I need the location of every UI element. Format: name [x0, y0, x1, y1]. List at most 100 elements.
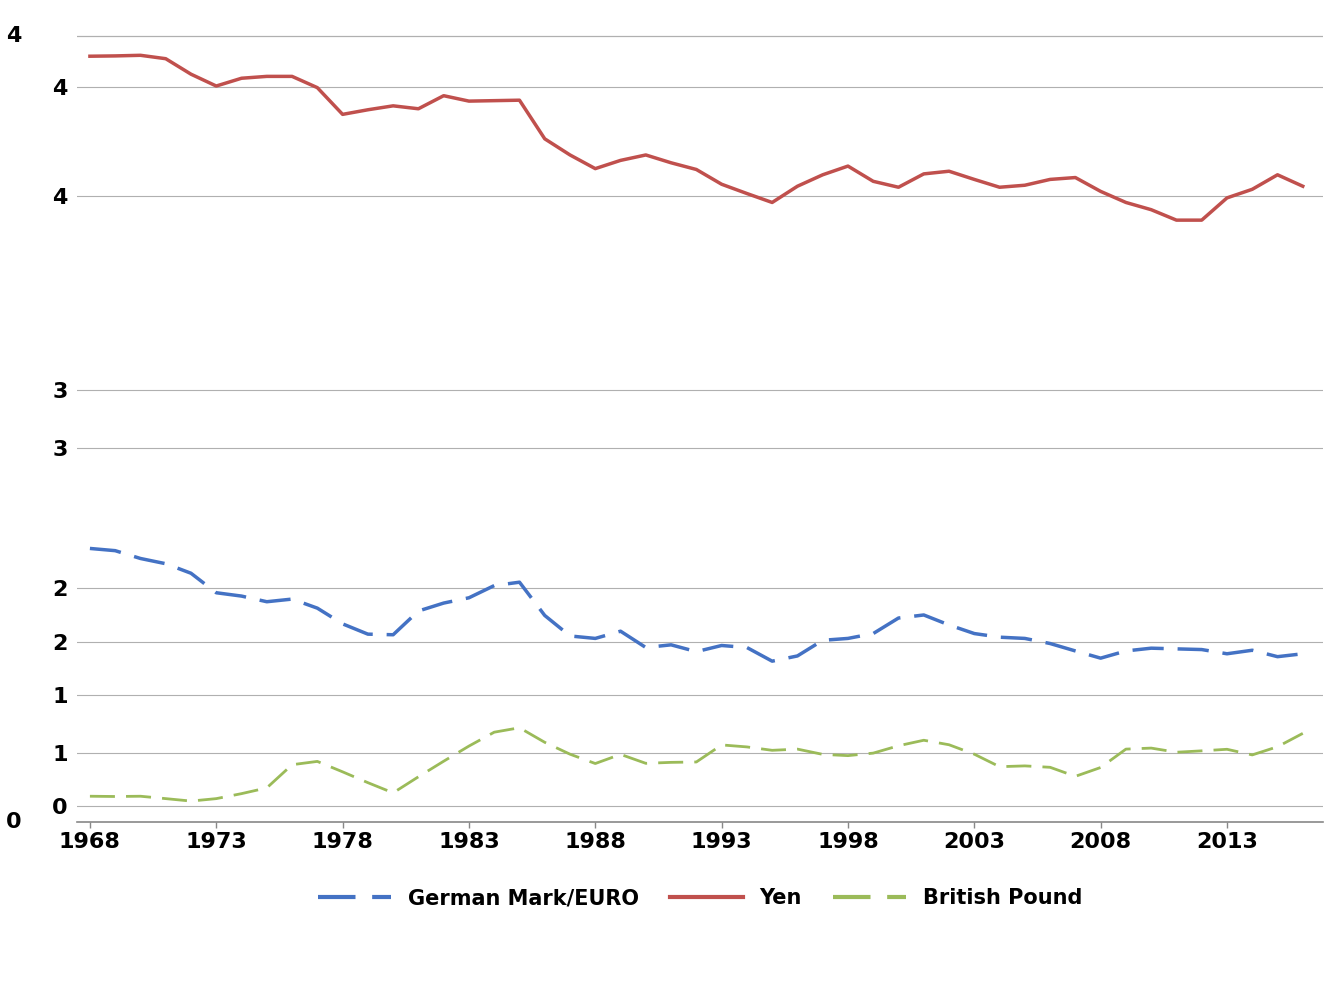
- German Mark/EURO: [436, 597, 452, 609]
- German Mark/EURO: [966, 628, 982, 640]
- German Mark/EURO: [613, 625, 629, 637]
- British Pound: [360, 776, 376, 788]
- Line: British Pound: British Pound: [90, 728, 1303, 801]
- British Pound: [1017, 760, 1033, 771]
- British Pound: [1219, 743, 1235, 755]
- British Pound: [1068, 770, 1084, 782]
- German Mark/EURO: [866, 628, 882, 640]
- British Pound: [511, 722, 527, 734]
- British Pound: [1117, 743, 1133, 755]
- British Pound: [840, 750, 856, 762]
- German Mark/EURO: [209, 586, 225, 598]
- Yen: [1042, 173, 1058, 185]
- Yen: [991, 181, 1008, 193]
- British Pound: [537, 736, 553, 748]
- Yen: [537, 133, 553, 145]
- Yen: [941, 165, 957, 177]
- Yen: [866, 175, 882, 187]
- British Pound: [664, 757, 680, 769]
- British Pound: [764, 745, 780, 757]
- Yen: [1068, 171, 1084, 183]
- Yen: [258, 71, 274, 83]
- Yen: [1093, 185, 1109, 197]
- Yen: [789, 180, 805, 192]
- British Pound: [234, 788, 250, 800]
- British Pound: [1093, 762, 1109, 773]
- British Pound: [562, 748, 578, 760]
- German Mark/EURO: [1168, 643, 1184, 654]
- British Pound: [1244, 749, 1260, 761]
- German Mark/EURO: [840, 633, 856, 645]
- British Pound: [638, 758, 654, 769]
- German Mark/EURO: [82, 542, 98, 554]
- German Mark/EURO: [664, 639, 680, 650]
- German Mark/EURO: [815, 635, 831, 646]
- British Pound: [107, 790, 123, 802]
- Yen: [334, 108, 351, 120]
- British Pound: [460, 740, 476, 752]
- British Pound: [1295, 727, 1311, 739]
- German Mark/EURO: [1068, 646, 1084, 657]
- Yen: [1295, 180, 1311, 192]
- British Pound: [334, 766, 351, 777]
- German Mark/EURO: [183, 568, 199, 580]
- Yen: [638, 149, 654, 160]
- Yen: [234, 73, 250, 85]
- British Pound: [789, 743, 805, 755]
- German Mark/EURO: [891, 612, 907, 624]
- German Mark/EURO: [1042, 638, 1058, 649]
- Yen: [713, 178, 729, 190]
- German Mark/EURO: [132, 553, 149, 565]
- German Mark/EURO: [562, 630, 578, 642]
- German Mark/EURO: [411, 605, 427, 617]
- British Pound: [815, 749, 831, 761]
- German Mark/EURO: [537, 609, 553, 621]
- British Pound: [411, 770, 427, 782]
- British Pound: [284, 759, 300, 770]
- Yen: [107, 50, 123, 62]
- German Mark/EURO: [1093, 652, 1109, 664]
- Yen: [815, 169, 831, 181]
- British Pound: [713, 739, 729, 751]
- Yen: [739, 188, 755, 200]
- Yen: [1017, 179, 1033, 191]
- Yen: [460, 95, 476, 107]
- Yen: [486, 94, 502, 106]
- Yen: [132, 49, 149, 61]
- German Mark/EURO: [1017, 633, 1033, 645]
- German Mark/EURO: [739, 642, 755, 653]
- British Pound: [385, 787, 401, 799]
- Yen: [840, 160, 856, 172]
- Text: 4: 4: [5, 26, 21, 46]
- British Pound: [941, 739, 957, 751]
- German Mark/EURO: [511, 577, 527, 588]
- Yen: [511, 94, 527, 106]
- German Mark/EURO: [334, 618, 351, 630]
- British Pound: [209, 793, 225, 805]
- British Pound: [132, 790, 149, 802]
- German Mark/EURO: [107, 545, 123, 557]
- Yen: [664, 156, 680, 168]
- German Mark/EURO: [486, 580, 502, 591]
- Text: 0: 0: [5, 812, 21, 831]
- British Pound: [966, 748, 982, 760]
- German Mark/EURO: [1193, 644, 1210, 655]
- German Mark/EURO: [385, 629, 401, 641]
- German Mark/EURO: [258, 596, 274, 608]
- Yen: [360, 104, 376, 116]
- British Pound: [258, 782, 274, 794]
- German Mark/EURO: [915, 609, 931, 621]
- German Mark/EURO: [789, 650, 805, 662]
- Yen: [1270, 169, 1286, 181]
- German Mark/EURO: [284, 593, 300, 605]
- British Pound: [183, 795, 199, 807]
- Yen: [764, 197, 780, 209]
- German Mark/EURO: [234, 590, 250, 602]
- British Pound: [613, 749, 629, 761]
- British Pound: [309, 756, 325, 768]
- Yen: [209, 80, 225, 92]
- German Mark/EURO: [460, 592, 476, 604]
- British Pound: [688, 756, 704, 768]
- Yen: [966, 173, 982, 185]
- Line: Yen: Yen: [90, 55, 1303, 220]
